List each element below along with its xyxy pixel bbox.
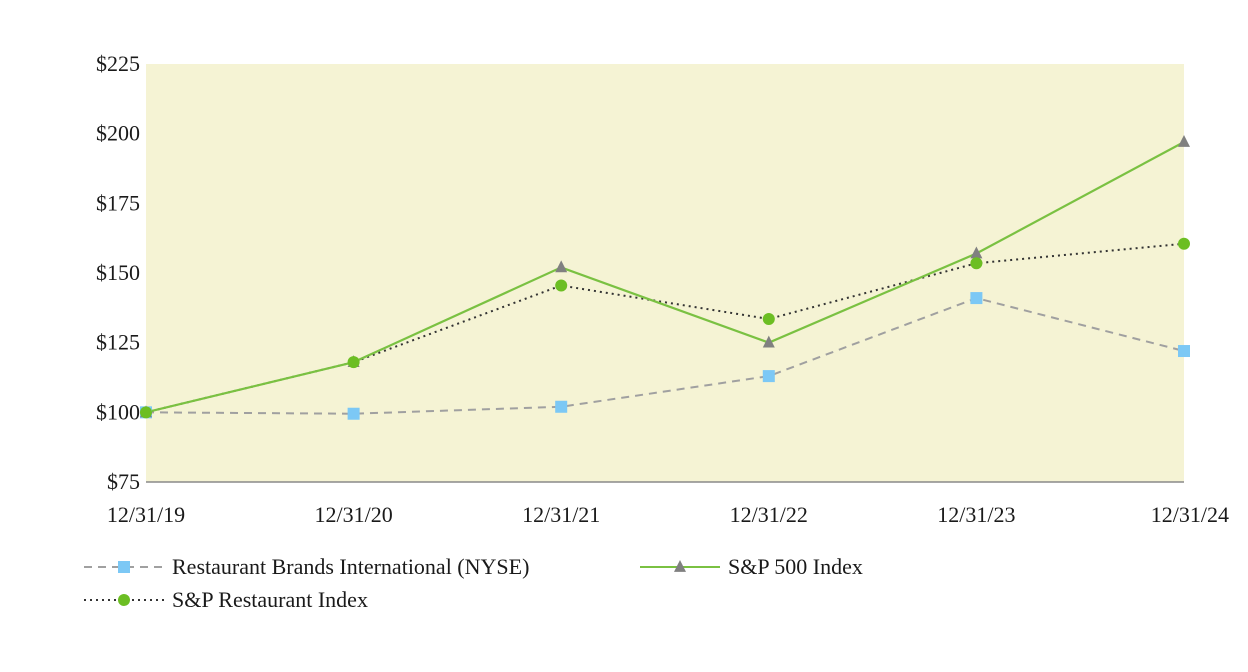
legend-item: S&P 500 Index [640,554,863,579]
data-point [970,292,983,305]
x-tick-label: 12/31/23 [937,502,1015,527]
data-point [1178,345,1190,358]
data-point [762,335,775,348]
data-point [762,312,775,325]
series-layer [140,135,1190,420]
legend-swatch-marker [118,561,130,573]
data-point [347,407,360,420]
data-point [1178,135,1190,147]
x-tick-label: 12/31/19 [107,502,185,527]
legend-label: Restaurant Brands International (NYSE) [172,554,529,579]
y-tick-label: $100 [96,399,140,424]
data-point [555,279,568,292]
plot-background [146,64,1184,482]
y-tick-label: $125 [96,330,140,355]
data-point [970,246,983,259]
y-tick-label: $150 [96,260,140,285]
y-tick-label: $225 [96,51,140,76]
data-point [140,406,152,419]
y-axis: $75 $100 $125 $150 $175 $200 $225 [96,51,140,494]
legend-item: Restaurant Brands International (NYSE) [84,554,529,579]
legend-swatch-marker [118,594,130,606]
y-tick-label: $75 [107,469,140,494]
x-tick-label: 12/31/22 [730,502,808,527]
legend: Restaurant Brands International (NYSE) S&… [84,554,863,612]
legend-swatch-marker [674,559,686,572]
data-point [762,370,775,383]
data-point [1178,237,1190,250]
series-line [145,242,1185,414]
x-tick-label: 12/31/24 [1151,502,1229,527]
data-point [970,257,983,270]
legend-label: S&P 500 Index [728,554,863,579]
data-point [555,260,568,273]
data-point [347,356,360,369]
legend-label: S&P Restaurant Index [172,587,368,612]
y-tick-label: $200 [96,121,140,146]
x-tick-label: 12/31/21 [522,502,600,527]
series-line [145,297,1185,415]
data-point [555,400,568,413]
x-tick-label: 12/31/20 [314,502,392,527]
series-line [145,141,1185,414]
legend-item: S&P Restaurant Index [84,587,368,612]
x-axis: 12/31/19 12/31/20 12/31/21 12/31/22 12/31/23… [107,502,1229,527]
y-tick-label: $175 [96,190,140,215]
